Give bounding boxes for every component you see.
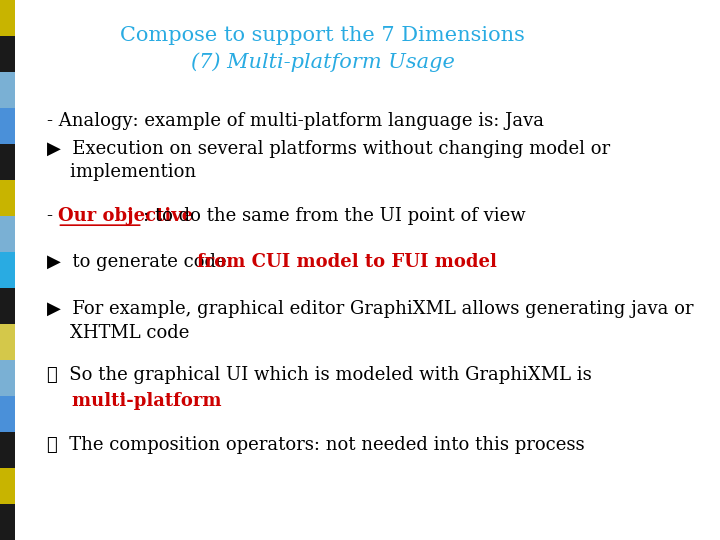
FancyBboxPatch shape: [0, 360, 14, 396]
FancyBboxPatch shape: [0, 396, 14, 432]
Text: implemention: implemention: [47, 163, 196, 181]
Text: from CUI model to FUI model: from CUI model to FUI model: [197, 253, 497, 271]
FancyBboxPatch shape: [0, 180, 14, 216]
FancyBboxPatch shape: [0, 36, 14, 72]
Text: XHTML code: XHTML code: [47, 324, 189, 342]
Text: ▶  Execution on several platforms without changing model or: ▶ Execution on several platforms without…: [47, 139, 610, 158]
FancyBboxPatch shape: [0, 0, 14, 36]
Text: ✓  So the graphical UI which is modeled with GraphiXML is: ✓ So the graphical UI which is modeled w…: [47, 366, 592, 384]
Text: Compose to support the 7 Dimensions: Compose to support the 7 Dimensions: [120, 25, 525, 45]
FancyBboxPatch shape: [0, 468, 14, 504]
Text: (7) Multi-platform Usage: (7) Multi-platform Usage: [191, 52, 455, 72]
FancyBboxPatch shape: [0, 288, 14, 324]
FancyBboxPatch shape: [0, 72, 14, 108]
Text: - Analogy: example of multi-platform language is: Java: - Analogy: example of multi-platform lan…: [47, 112, 544, 131]
Text: ▶  For example, graphical editor GraphiXML allows generating java or: ▶ For example, graphical editor GraphiXM…: [47, 300, 693, 318]
Text: ▶  to generate code: ▶ to generate code: [47, 253, 233, 271]
FancyBboxPatch shape: [0, 504, 14, 540]
Text: Our objective: Our objective: [58, 207, 193, 225]
Text: multi-platform: multi-platform: [47, 392, 222, 410]
FancyBboxPatch shape: [0, 324, 14, 360]
Text: : to do the same from the UI point of view: : to do the same from the UI point of vi…: [143, 207, 525, 225]
Text: ✓  The composition operators: not needed into this process: ✓ The composition operators: not needed …: [47, 436, 585, 455]
FancyBboxPatch shape: [0, 108, 14, 144]
FancyBboxPatch shape: [0, 216, 14, 252]
Text: -: -: [47, 207, 59, 225]
FancyBboxPatch shape: [0, 432, 14, 468]
FancyBboxPatch shape: [0, 252, 14, 288]
FancyBboxPatch shape: [0, 144, 14, 180]
